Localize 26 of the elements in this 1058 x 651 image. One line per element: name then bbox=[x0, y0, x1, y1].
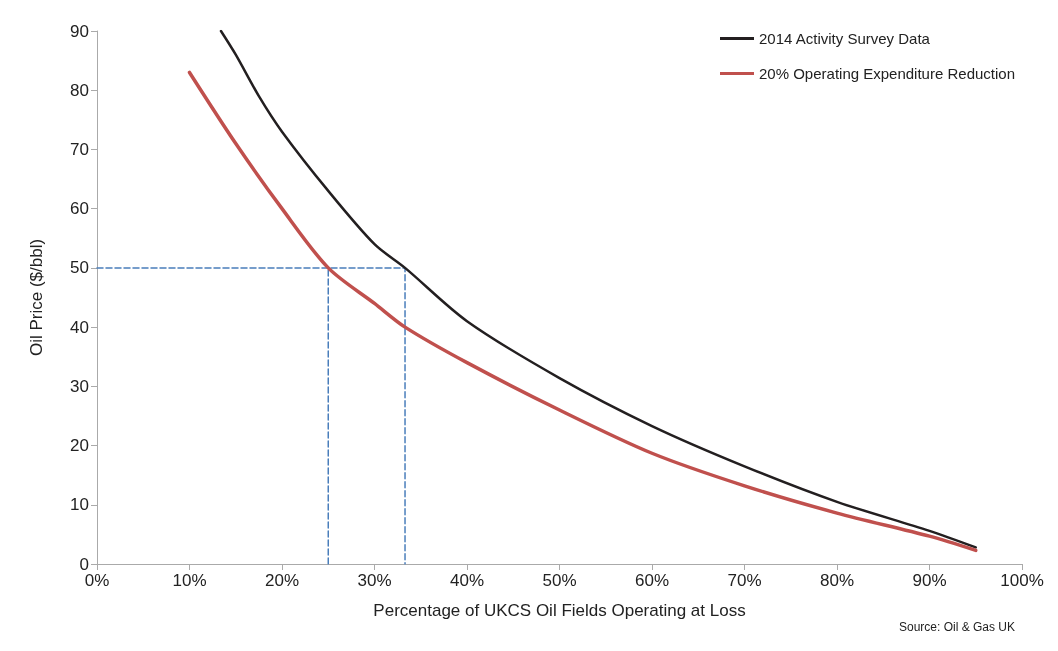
y-tick-label: 50 bbox=[70, 258, 89, 278]
y-tick-label: 70 bbox=[70, 139, 89, 159]
legend-label: 20% Operating Expenditure Reduction bbox=[759, 65, 1015, 82]
source-note: Source: Oil & Gas UK bbox=[898, 620, 1016, 634]
x-tick-label: 10% bbox=[172, 571, 207, 590]
x-tick-label: 100% bbox=[1000, 571, 1044, 590]
y-tick-label: 40 bbox=[70, 317, 89, 337]
x-tick-label: 60% bbox=[634, 571, 670, 590]
x-tick-label: 30% bbox=[357, 571, 392, 590]
x-tick-label: 70% bbox=[727, 571, 762, 590]
y-tick-label: 20 bbox=[70, 436, 89, 456]
x-tick-label: 0% bbox=[84, 571, 110, 590]
y-tick-label: 60 bbox=[70, 199, 89, 219]
y-tick-label: 0 bbox=[79, 554, 89, 574]
x-tick-label: 90% bbox=[912, 571, 947, 590]
y-axis-title: Oil Price ($/bbl) bbox=[27, 238, 46, 357]
y-tick-label: 90 bbox=[70, 21, 89, 41]
legend-label: 2014 Activity Survey Data bbox=[759, 30, 931, 47]
y-tick-label: 10 bbox=[70, 495, 89, 515]
x-axis-title: Percentage of UKCS Oil Fields Operating at Loss bbox=[373, 601, 746, 620]
x-tick-label: 20% bbox=[264, 571, 300, 590]
y-tick-label: 30 bbox=[70, 376, 89, 396]
x-tick-label: 80% bbox=[819, 571, 855, 590]
y-tick-label: 80 bbox=[70, 80, 89, 100]
x-tick-label: 50% bbox=[542, 571, 577, 590]
x-tick-label: 40% bbox=[449, 571, 485, 590]
